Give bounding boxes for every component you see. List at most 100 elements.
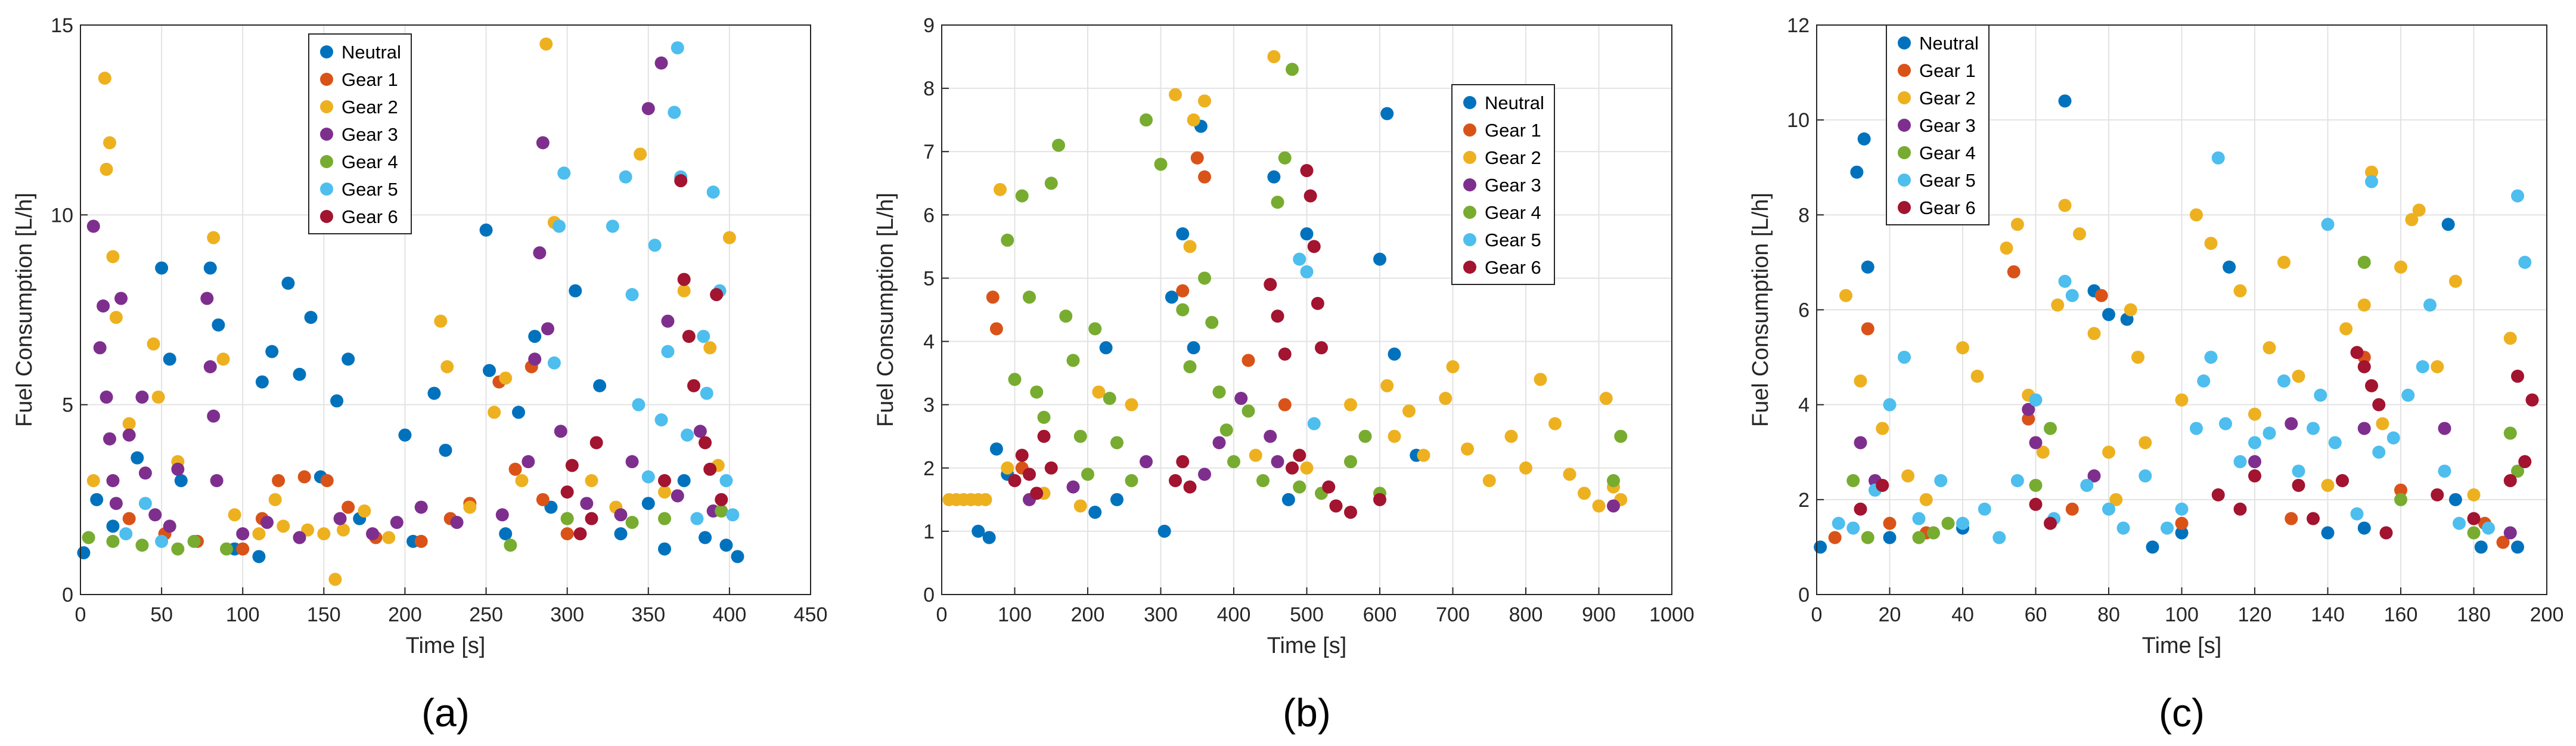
y-tick-label: 3 (923, 394, 935, 417)
legend-label: Gear 3 (1919, 115, 1976, 136)
data-point-gear-6 (1854, 502, 1867, 516)
data-point-gear-5 (1898, 351, 1911, 364)
data-point-neutral (2321, 526, 2335, 540)
data-point-gear-1 (986, 290, 1000, 304)
data-point-gear-1 (2285, 512, 2298, 525)
legend-marker (1463, 96, 1476, 109)
data-point-gear-5 (1300, 265, 1314, 278)
data-point-gear-3 (450, 516, 464, 530)
data-point-neutral (699, 531, 712, 544)
data-point-gear-6 (2211, 488, 2225, 502)
data-point-gear-5 (2307, 422, 2320, 435)
data-point-gear-3 (654, 56, 668, 70)
data-point-gear-6 (1307, 240, 1321, 253)
data-point-neutral (1267, 170, 1281, 184)
data-point-gear-4 (1037, 410, 1051, 424)
data-point-gear-6 (1322, 480, 1336, 494)
data-point-gear-2 (317, 527, 331, 541)
data-point-gear-6 (1015, 448, 1029, 462)
data-point-gear-3 (86, 219, 100, 233)
data-point-neutral (398, 428, 412, 442)
data-point-neutral (479, 223, 493, 237)
data-point-gear-2 (440, 360, 454, 373)
data-point-gear-4 (504, 538, 517, 552)
data-point-gear-2 (585, 474, 598, 487)
data-point-gear-2 (677, 284, 691, 298)
data-point-gear-6 (1303, 189, 1317, 203)
data-point-gear-3 (2285, 417, 2298, 431)
data-point-gear-3 (207, 409, 221, 423)
data-point-neutral (1281, 493, 1295, 506)
data-point-gear-5 (619, 170, 632, 184)
data-point-gear-5 (2438, 465, 2451, 478)
data-point-gear-3 (2438, 422, 2451, 435)
data-point-neutral (203, 261, 217, 275)
data-point-gear-5 (654, 413, 668, 427)
data-point-gear-3 (2029, 436, 2043, 450)
data-point-gear-5 (632, 398, 645, 411)
data-point-gear-2 (2190, 208, 2203, 222)
data-point-gear-3 (333, 512, 347, 525)
data-point-gear-5 (1883, 398, 1897, 411)
x-tick-label: 200 (2530, 603, 2564, 626)
data-point-gear-2 (1300, 461, 1314, 475)
axes-box (80, 24, 811, 595)
data-point-neutral (2474, 540, 2488, 554)
data-point-gear-1 (272, 474, 285, 487)
data-point-gear-1 (536, 493, 550, 506)
data-point-gear-2 (1388, 429, 1401, 443)
data-point-gear-1 (508, 462, 522, 476)
data-point-gear-2 (1344, 398, 1357, 411)
data-point-gear-5 (2211, 151, 2225, 165)
data-point-gear-6 (1037, 429, 1051, 443)
data-point-gear-2 (1461, 442, 1474, 456)
data-point-gear-5 (1846, 521, 1860, 535)
data-point-gear-5 (2058, 274, 2072, 288)
data-point-gear-4 (1030, 385, 1044, 399)
data-point-gear-4 (1242, 404, 1255, 418)
data-point-gear-5 (119, 527, 133, 541)
data-point-gear-2 (722, 231, 736, 244)
data-point-gear-1 (1861, 322, 1874, 336)
x-tick-label: 250 (469, 603, 503, 626)
data-point-neutral (174, 474, 188, 487)
legend-marker (1463, 151, 1476, 164)
data-point-gear-5 (2233, 455, 2247, 469)
legend-label: Neutral (1485, 92, 1544, 113)
data-point-gear-2 (328, 572, 342, 586)
legend-label: Gear 4 (342, 151, 398, 172)
data-point-gear-5 (719, 474, 733, 487)
data-point-gear-3 (528, 352, 542, 366)
data-point-gear-5 (2401, 388, 2415, 402)
data-point-gear-6 (1278, 347, 1292, 361)
data-point-gear-2 (100, 162, 113, 176)
legend-label: Gear 6 (1919, 197, 1976, 218)
data-point-gear-3 (541, 322, 554, 336)
data-point-gear-2 (1187, 113, 1200, 127)
data-point-gear-2 (337, 523, 350, 537)
data-point-neutral (1165, 290, 1178, 304)
data-point-gear-6 (2233, 502, 2247, 516)
data-point-gear-5 (2161, 521, 2174, 535)
data-point-gear-2 (207, 231, 221, 244)
data-point-gear-3 (580, 497, 594, 510)
x-tick-label: 200 (1071, 603, 1105, 626)
data-point-gear-2 (1578, 487, 1591, 500)
data-point-gear-5 (2029, 393, 2043, 407)
data-point-gear-1 (2175, 516, 2189, 530)
data-point-gear-3 (163, 519, 176, 533)
data-point-neutral (614, 527, 628, 541)
data-point-gear-2 (2109, 493, 2123, 506)
data-point-gear-5 (1832, 516, 1845, 530)
data-point-gear-4 (1912, 531, 1926, 544)
y-tick-label: 4 (1798, 394, 1810, 417)
data-point-gear-6 (2467, 512, 2481, 525)
x-tick-label: 500 (1290, 603, 1324, 626)
data-point-gear-3 (97, 299, 110, 313)
panel-caption: (b) (1283, 691, 1331, 735)
data-point-gear-2 (86, 474, 100, 487)
data-point-neutral (163, 352, 176, 366)
x-tick-label: 350 (631, 603, 665, 626)
data-point-gear-4 (715, 504, 728, 518)
data-point-gear-1 (2065, 502, 2079, 516)
